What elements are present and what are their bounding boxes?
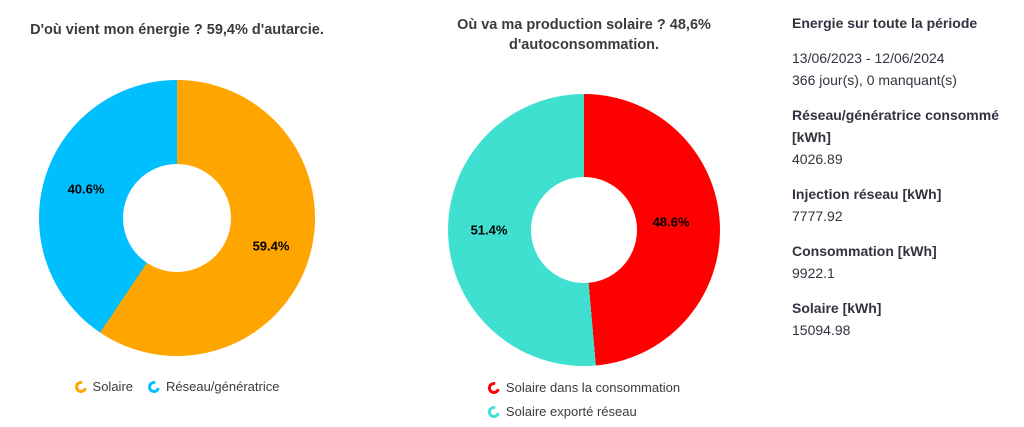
legend-label: Réseau/génératrice: [166, 379, 280, 394]
donut-hole: [531, 177, 637, 283]
slice-label-autoconsommation: 48.6%: [652, 214, 690, 230]
metric-value: 9922.1: [792, 265, 835, 281]
legend-label: Solaire exporté réseau: [505, 404, 637, 419]
metric-value: 15094.98: [792, 322, 851, 338]
metric-label: Injection réseau [kWh]: [792, 186, 942, 202]
metric-solaire: Solaire [kWh] 15094.98: [792, 297, 1024, 341]
legend-item-solaire-exporte[interactable]: Solaire exporté réseau: [485, 403, 637, 420]
slice-label-exporte: 51.4%: [470, 222, 508, 238]
period-info: 13/06/2023 - 12/06/2024 366 jour(s), 0 m…: [792, 47, 1024, 91]
metric-label: Solaire [kWh]: [792, 300, 882, 316]
stats-panel-title: Energie sur toute la période: [792, 15, 978, 31]
legend-item-reseau-generatrice[interactable]: Réseau/génératrice: [145, 378, 280, 395]
days-count: 366 jour(s), 0 manquant(s): [792, 72, 957, 88]
pie-chart-energy-origin: D'où vient mon énergie ? 59,4% d'autarci…: [0, 0, 354, 427]
metric-value: 7777.92: [792, 208, 843, 224]
chart-title-energy-origin: D'où vient mon énergie ? 59,4% d'autarci…: [30, 22, 324, 38]
legend-item-solaire[interactable]: Solaire: [72, 378, 133, 395]
donut-hole: [123, 164, 231, 272]
metric-value: 4026.89: [792, 151, 843, 167]
donut-solar-destination: 48.6% 51.4%: [448, 94, 720, 366]
legend-item-solaire-consommation[interactable]: Solaire dans la consommation: [485, 379, 681, 396]
metric-label: Consommation [kWh]: [792, 243, 937, 259]
metric-consommation: Consommation [kWh] 9922.1: [792, 240, 1024, 284]
metric-label: Réseau/génératrice consommé [kWh]: [792, 107, 999, 145]
pie-slice-icon: [485, 379, 503, 396]
pie-chart-solar-destination: Où va ma production solaire ? 48,6% d'au…: [400, 0, 768, 427]
chart-title-solar-destination: Où va ma production solaire ? 48,6% d'au…: [457, 17, 711, 53]
legend-solar-destination: Solaire dans la consommation Solaire exp…: [485, 379, 681, 420]
donut-energy-origin: 59.4% 40.6%: [39, 80, 315, 356]
metric-reseau-consomme: Réseau/génératrice consommé [kWh] 4026.8…: [792, 104, 1024, 170]
pie-slice-icon: [72, 378, 89, 395]
metric-injection-reseau: Injection réseau [kWh] 7777.92: [792, 183, 1024, 227]
slice-label-solaire: 59.4%: [252, 238, 290, 254]
pie-slice-icon: [145, 378, 163, 395]
pie-slice-icon: [485, 403, 503, 420]
date-range: 13/06/2023 - 12/06/2024: [792, 50, 945, 66]
legend-energy-origin: Solaire Réseau/génératrice: [0, 378, 354, 395]
legend-label: Solaire dans la consommation: [505, 380, 681, 395]
slice-label-reseau: 40.6%: [67, 181, 105, 197]
stats-panel: Energie sur toute la période 13/06/2023 …: [792, 12, 1024, 354]
legend-label: Solaire: [92, 379, 133, 394]
